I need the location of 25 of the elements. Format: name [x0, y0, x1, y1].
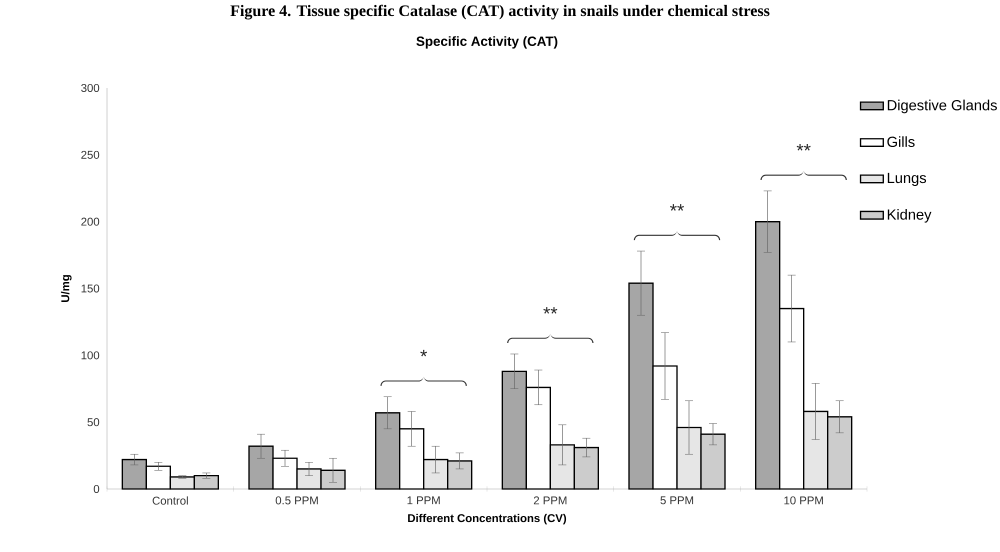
y-axis-title: U/mg — [60, 275, 72, 302]
y-tick-label: 100 — [82, 351, 100, 360]
chart-title: Specific Activity (CAT) — [416, 36, 558, 49]
x-tick-label: 2 PPM — [534, 496, 566, 504]
x-axis-title: Different Concentrations (CV) — [408, 514, 566, 524]
x-tick-label: Control — [152, 496, 188, 505]
y-tick-label: 300 — [81, 84, 100, 92]
y-tick-label: 0 — [94, 484, 100, 493]
y-tick-label: 50 — [87, 418, 100, 426]
annotation: ** — [670, 204, 684, 211]
annotation: ** — [796, 144, 811, 151]
y-tick-label: 200 — [81, 218, 100, 226]
annotation: * — [420, 350, 428, 356]
x-tick-label: 5 PPM — [660, 496, 694, 504]
legend-label: Gills — [887, 136, 915, 148]
legend-label: Kidney — [888, 208, 932, 223]
y-tick-label: 250 — [81, 150, 100, 159]
x-tick-label: 1 PPM — [408, 496, 440, 504]
legend-label: Digestive Glands — [888, 100, 997, 114]
x-tick-label: 0.5 PPM — [276, 496, 318, 504]
caption: Figure 4. Tissue specific Catalase (CAT) activity in snails under chemical stress — [230, 4, 770, 20]
y-tick-label: 150 — [82, 284, 100, 292]
x-tick-label: 10 PPM — [784, 496, 823, 504]
annotation: ** — [543, 307, 558, 314]
legend-label: Lungs — [888, 172, 926, 186]
